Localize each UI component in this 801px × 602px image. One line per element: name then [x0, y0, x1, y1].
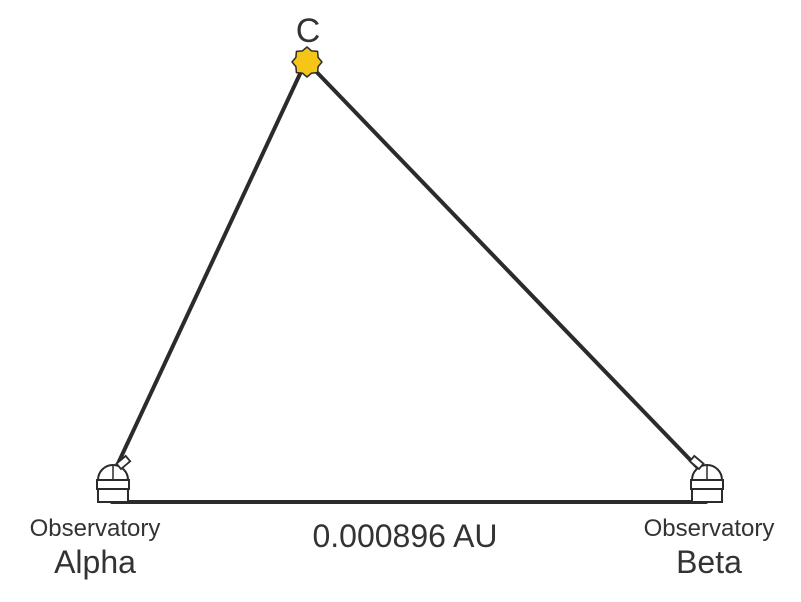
sightline-beta-to-star — [304, 59, 702, 472]
observatory-beta-name: Beta — [676, 544, 742, 580]
baseline-distance-label: 0.000896 AU — [312, 518, 498, 554]
sightline-alpha-to-star — [113, 59, 308, 472]
observatory-icon — [96, 454, 132, 503]
observatory-beta-caption: Observatory — [643, 515, 775, 542]
observatory-alpha-name: Alpha — [54, 544, 136, 580]
star-label: C — [295, 12, 321, 50]
observatory-alpha-caption: Observatory — [29, 515, 161, 542]
star-icon — [291, 46, 323, 78]
observatory-icon — [688, 454, 724, 503]
